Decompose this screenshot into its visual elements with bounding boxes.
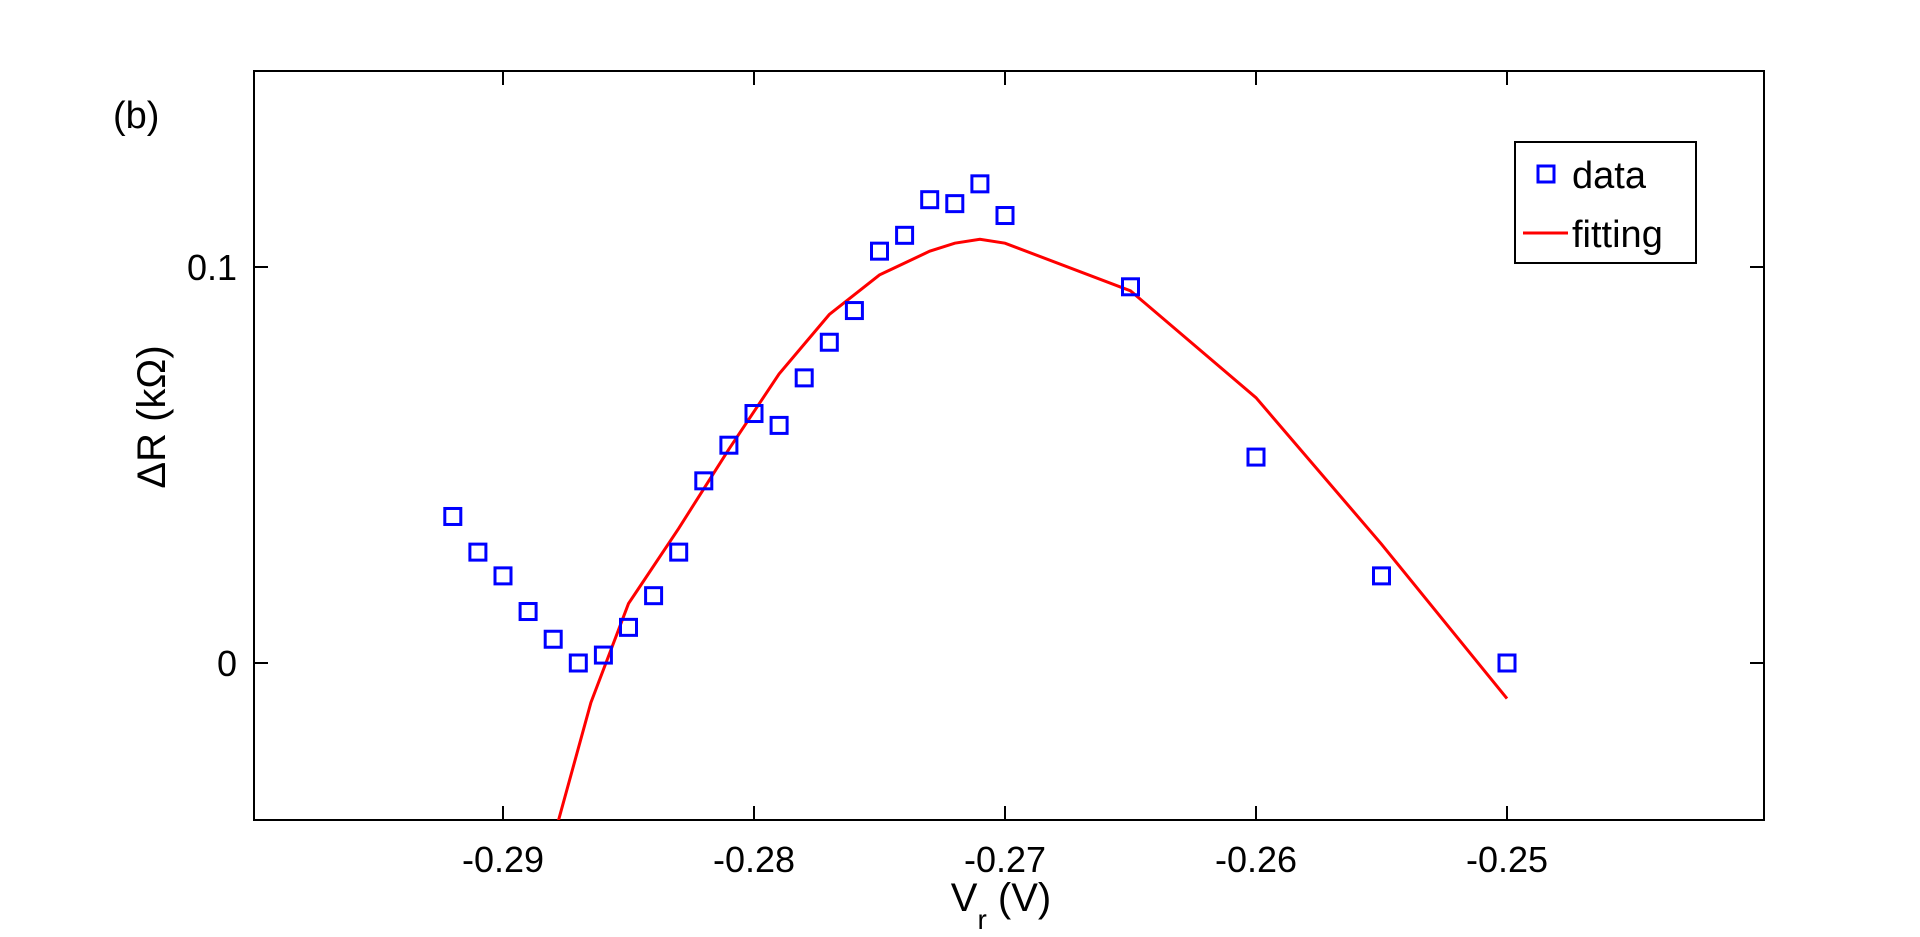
data-point	[719, 435, 739, 455]
data-point	[443, 506, 463, 526]
data-point	[518, 602, 538, 622]
data-point	[819, 332, 839, 352]
series-layer	[443, 174, 1517, 820]
data-point	[619, 617, 638, 637]
data-point	[870, 241, 889, 261]
data-point	[945, 194, 965, 214]
data-point	[568, 653, 588, 673]
plot-frame	[253, 70, 1765, 821]
x-axis-label-main: V	[951, 876, 978, 920]
x-tick-label: -0.27	[964, 839, 1046, 880]
data-point	[769, 415, 789, 435]
y-tick-label: 0	[217, 643, 237, 684]
x-axis-label: Vr (V)	[951, 876, 1051, 935]
data-point	[694, 471, 714, 491]
plot-area	[253, 70, 1765, 821]
data-point	[844, 301, 864, 321]
axis-ticks: -0.29 -0.28 -0.27 -0.26 -0.25 0 0.1	[187, 71, 1764, 880]
data-point	[920, 190, 940, 210]
legend-label-fitting: fitting	[1572, 214, 1663, 256]
legend-box	[1514, 141, 1697, 264]
legend: data fitting	[1514, 141, 1697, 264]
legend-marker-data	[1536, 164, 1556, 184]
data-point	[644, 586, 664, 606]
data-point	[794, 368, 814, 388]
data-point	[1121, 277, 1140, 297]
data-point	[593, 645, 613, 665]
y-axis-label: ΔR (kΩ)	[130, 345, 174, 488]
data-point	[744, 404, 764, 424]
fitting-line	[557, 237, 1509, 820]
data-point	[543, 629, 563, 649]
data-point	[1246, 447, 1266, 467]
legend-label-data: data	[1572, 155, 1647, 197]
data-point	[669, 542, 689, 562]
data-point	[1497, 653, 1517, 673]
x-axis-label-unit: (V)	[987, 876, 1051, 920]
data-point	[895, 225, 915, 245]
data-point	[493, 566, 513, 586]
x-tick-label: -0.25	[1466, 839, 1548, 880]
data-point	[468, 542, 488, 562]
panel-label: (b)	[113, 95, 159, 137]
x-tick-label: -0.28	[713, 839, 795, 880]
x-axis-label-subscript: r	[977, 904, 986, 935]
y-tick-label: 0.1	[187, 247, 237, 288]
x-tick-label: -0.26	[1215, 839, 1297, 880]
data-point	[995, 206, 1015, 226]
x-tick-label: -0.29	[462, 839, 544, 880]
data-point	[1372, 566, 1391, 586]
data-point	[970, 174, 990, 194]
